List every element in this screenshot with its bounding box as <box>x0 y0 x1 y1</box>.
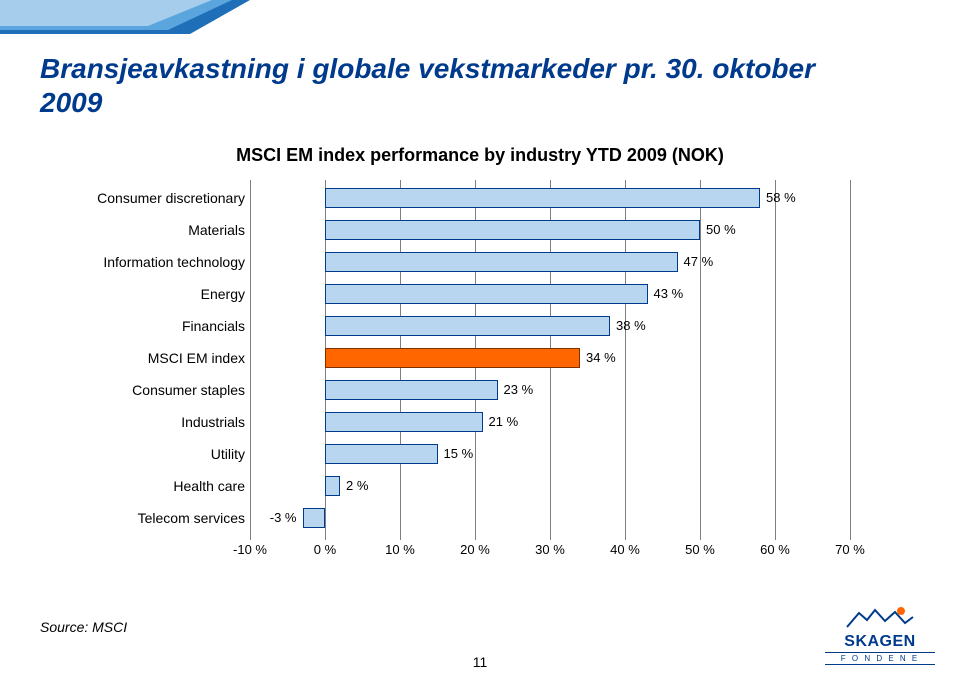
value-label: 47 % <box>684 252 714 272</box>
category-label: MSCI EM index <box>50 342 245 374</box>
bar-wrap: 2 % <box>250 476 850 496</box>
bar-wrap: -3 % <box>250 508 850 528</box>
category-label: Utility <box>50 438 245 470</box>
chart-row: Industrials 21 % <box>50 406 870 438</box>
logo-subtext: F O N D E N E <box>825 652 935 665</box>
category-label: Industrials <box>50 406 245 438</box>
value-label: -3 % <box>270 508 297 528</box>
mountain-icon <box>845 605 915 631</box>
logo-text: SKAGEN <box>825 633 935 651</box>
category-label: Health care <box>50 470 245 502</box>
x-tick-label: 50 % <box>685 542 715 557</box>
value-label: 15 % <box>444 444 474 464</box>
page-title: Bransjeavkastning i globale vekstmarkede… <box>40 52 815 119</box>
value-label: 23 % <box>504 380 534 400</box>
category-label: Information technology <box>50 246 245 278</box>
chart-row: Information technology 47 % <box>50 246 870 278</box>
title-line-1: Bransjeavkastning i globale vekstmarkede… <box>40 53 815 84</box>
bar-wrap: 34 % <box>250 348 850 368</box>
page-number: 11 <box>0 654 960 670</box>
bar-wrap: 15 % <box>250 444 850 464</box>
category-label: Consumer staples <box>50 374 245 406</box>
header-banner <box>0 0 260 42</box>
bar <box>325 412 483 432</box>
bar <box>325 188 760 208</box>
chart-row: Energy 43 % <box>50 278 870 310</box>
value-label: 50 % <box>706 220 736 240</box>
chart-row: Materials 50 % <box>50 214 870 246</box>
x-axis: -10 %0 %10 %20 %30 %40 %50 %60 %70 % <box>250 540 850 570</box>
bar <box>325 444 438 464</box>
bar <box>325 284 648 304</box>
chart-row: MSCI EM index 34 % <box>50 342 870 374</box>
value-label: 2 % <box>346 476 368 496</box>
brand-logo: SKAGEN F O N D E N E <box>825 605 935 665</box>
chart-row: Consumer discretionary 58 % <box>50 182 870 214</box>
category-label: Financials <box>50 310 245 342</box>
bar-wrap: 23 % <box>250 380 850 400</box>
bar <box>303 508 326 528</box>
bar <box>325 380 498 400</box>
source-label: Source: MSCI <box>40 619 127 635</box>
x-tick-label: 30 % <box>535 542 565 557</box>
x-tick-label: 20 % <box>460 542 490 557</box>
chart-row: Consumer staples 23 % <box>50 374 870 406</box>
value-label: 58 % <box>766 188 796 208</box>
bar-chart: Consumer discretionary 58 % Materials 50 % I… <box>50 180 870 570</box>
x-tick-label: 60 % <box>760 542 790 557</box>
bar <box>325 316 610 336</box>
title-line-2: 2009 <box>40 87 102 118</box>
chart-subtitle: MSCI EM index performance by industry YT… <box>0 145 960 166</box>
value-label: 43 % <box>654 284 684 304</box>
bar <box>325 476 340 496</box>
x-tick-label: 40 % <box>610 542 640 557</box>
bar-wrap: 21 % <box>250 412 850 432</box>
bar-wrap: 50 % <box>250 220 850 240</box>
chart-row: Health care 2 % <box>50 470 870 502</box>
x-tick-label: -10 % <box>233 542 267 557</box>
category-label: Consumer discretionary <box>50 182 245 214</box>
x-tick-label: 10 % <box>385 542 415 557</box>
category-label: Telecom services <box>50 502 245 534</box>
bar-wrap: 43 % <box>250 284 850 304</box>
value-label: 21 % <box>489 412 519 432</box>
bar-wrap: 47 % <box>250 252 850 272</box>
x-tick-label: 0 % <box>314 542 336 557</box>
bar <box>325 252 678 272</box>
x-tick-label: 70 % <box>835 542 865 557</box>
value-label: 34 % <box>586 348 616 368</box>
category-label: Materials <box>50 214 245 246</box>
chart-row: Financials 38 % <box>50 310 870 342</box>
bar <box>325 348 580 368</box>
chart-row: Utility 15 % <box>50 438 870 470</box>
category-label: Energy <box>50 278 245 310</box>
value-label: 38 % <box>616 316 646 336</box>
chart-row: Telecom services -3 % <box>50 502 870 534</box>
bar-wrap: 58 % <box>250 188 850 208</box>
bar-wrap: 38 % <box>250 316 850 336</box>
bar <box>325 220 700 240</box>
